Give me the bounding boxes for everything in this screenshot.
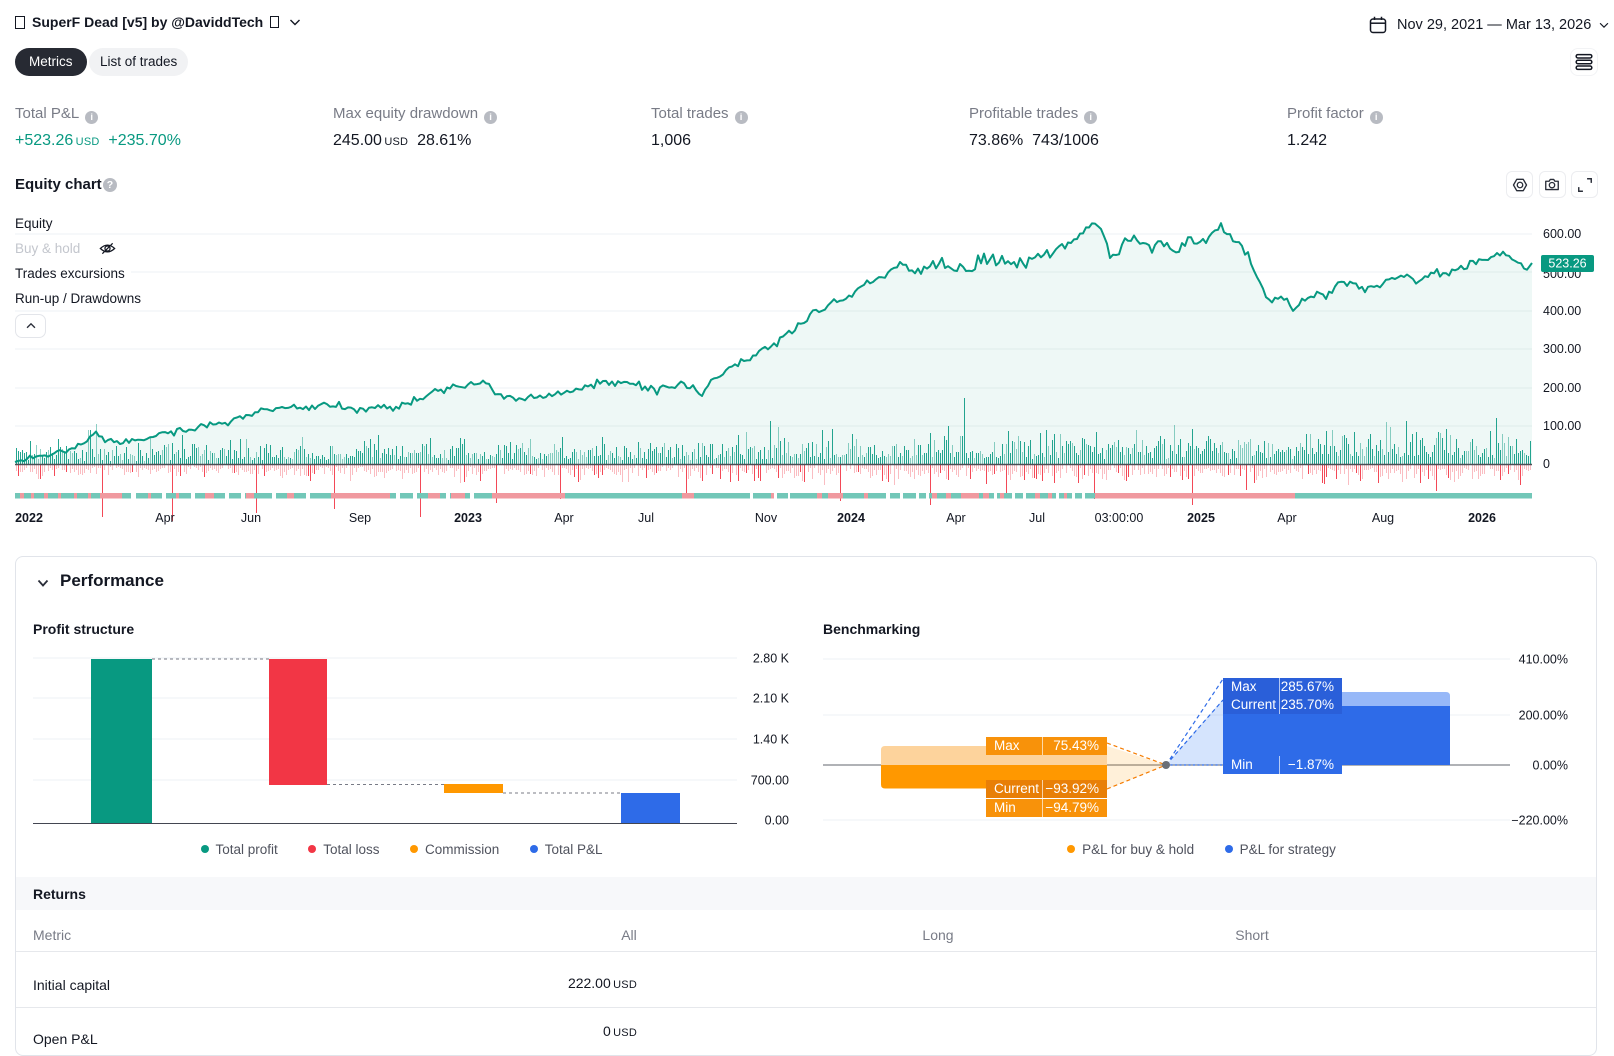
svg-text:Jul: Jul bbox=[1029, 511, 1045, 525]
svg-text:2026: 2026 bbox=[1468, 511, 1496, 525]
svg-text:2.80 K: 2.80 K bbox=[753, 652, 790, 666]
svg-text:0.00%: 0.00% bbox=[1533, 759, 1568, 773]
svg-text:523.26: 523.26 bbox=[1548, 257, 1586, 271]
svg-text:Apr: Apr bbox=[1277, 511, 1296, 525]
svg-text:2023: 2023 bbox=[454, 511, 482, 525]
svg-text:2022: 2022 bbox=[15, 511, 43, 525]
svg-text:03:00:00: 03:00:00 bbox=[1095, 511, 1144, 525]
svg-text:Jun: Jun bbox=[241, 511, 261, 525]
svg-text:Nov: Nov bbox=[755, 511, 778, 525]
svg-text:Sep: Sep bbox=[349, 511, 371, 525]
svg-text:2.10 K: 2.10 K bbox=[753, 692, 790, 706]
svg-text:400.00: 400.00 bbox=[1543, 304, 1581, 318]
svg-text:100.00: 100.00 bbox=[1543, 419, 1581, 433]
svg-text:Apr: Apr bbox=[946, 511, 965, 525]
svg-text:700.00: 700.00 bbox=[751, 774, 789, 788]
svg-text:1.40 K: 1.40 K bbox=[753, 733, 790, 747]
svg-text:Jul: Jul bbox=[638, 511, 654, 525]
svg-text:Apr: Apr bbox=[554, 511, 573, 525]
svg-text:600.00: 600.00 bbox=[1543, 227, 1581, 241]
svg-text:200.00: 200.00 bbox=[1543, 381, 1581, 395]
svg-text:2025: 2025 bbox=[1187, 511, 1215, 525]
svg-text:0: 0 bbox=[1543, 457, 1550, 471]
svg-text:410.00%: 410.00% bbox=[1519, 653, 1568, 667]
svg-text:2024: 2024 bbox=[837, 511, 865, 525]
svg-text:Apr: Apr bbox=[155, 511, 174, 525]
svg-text:0.00: 0.00 bbox=[765, 814, 789, 828]
svg-text:Aug: Aug bbox=[1372, 511, 1394, 525]
svg-text:−220.00%: −220.00% bbox=[1511, 814, 1568, 828]
svg-text:200.00%: 200.00% bbox=[1519, 709, 1568, 723]
svg-text:300.00: 300.00 bbox=[1543, 342, 1581, 356]
